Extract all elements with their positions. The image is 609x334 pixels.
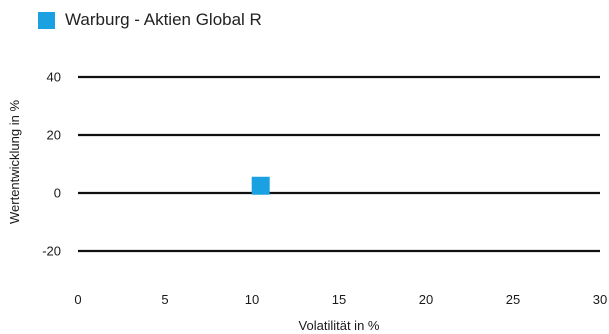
y-tick-label: -20 xyxy=(42,244,61,259)
y-tick-labels: -20 0 20 40 xyxy=(42,70,61,259)
x-tick-label: 10 xyxy=(245,292,259,307)
data-points xyxy=(251,176,270,195)
y-tick-label: 20 xyxy=(47,128,61,143)
x-tick-label: 20 xyxy=(419,292,433,307)
x-tick-label: 5 xyxy=(161,292,168,307)
x-axis-title: Volatilität in % xyxy=(299,318,380,333)
x-tick-label: 30 xyxy=(593,292,607,307)
x-tick-label: 0 xyxy=(74,292,81,307)
y-axis-title: Wertentwicklung in % xyxy=(7,100,22,224)
x-tick-labels: 0 5 10 15 20 25 30 xyxy=(74,292,607,307)
x-tick-label: 25 xyxy=(506,292,520,307)
x-tick-label: 15 xyxy=(332,292,346,307)
gridlines xyxy=(78,75,600,253)
data-point[interactable] xyxy=(251,176,270,195)
legend: Warburg - Aktien Global R xyxy=(38,10,262,30)
legend-square-icon xyxy=(38,11,55,29)
y-tick-label: 40 xyxy=(47,70,61,85)
legend-label: Warburg - Aktien Global R xyxy=(65,10,262,29)
y-tick-label: 0 xyxy=(54,186,61,201)
